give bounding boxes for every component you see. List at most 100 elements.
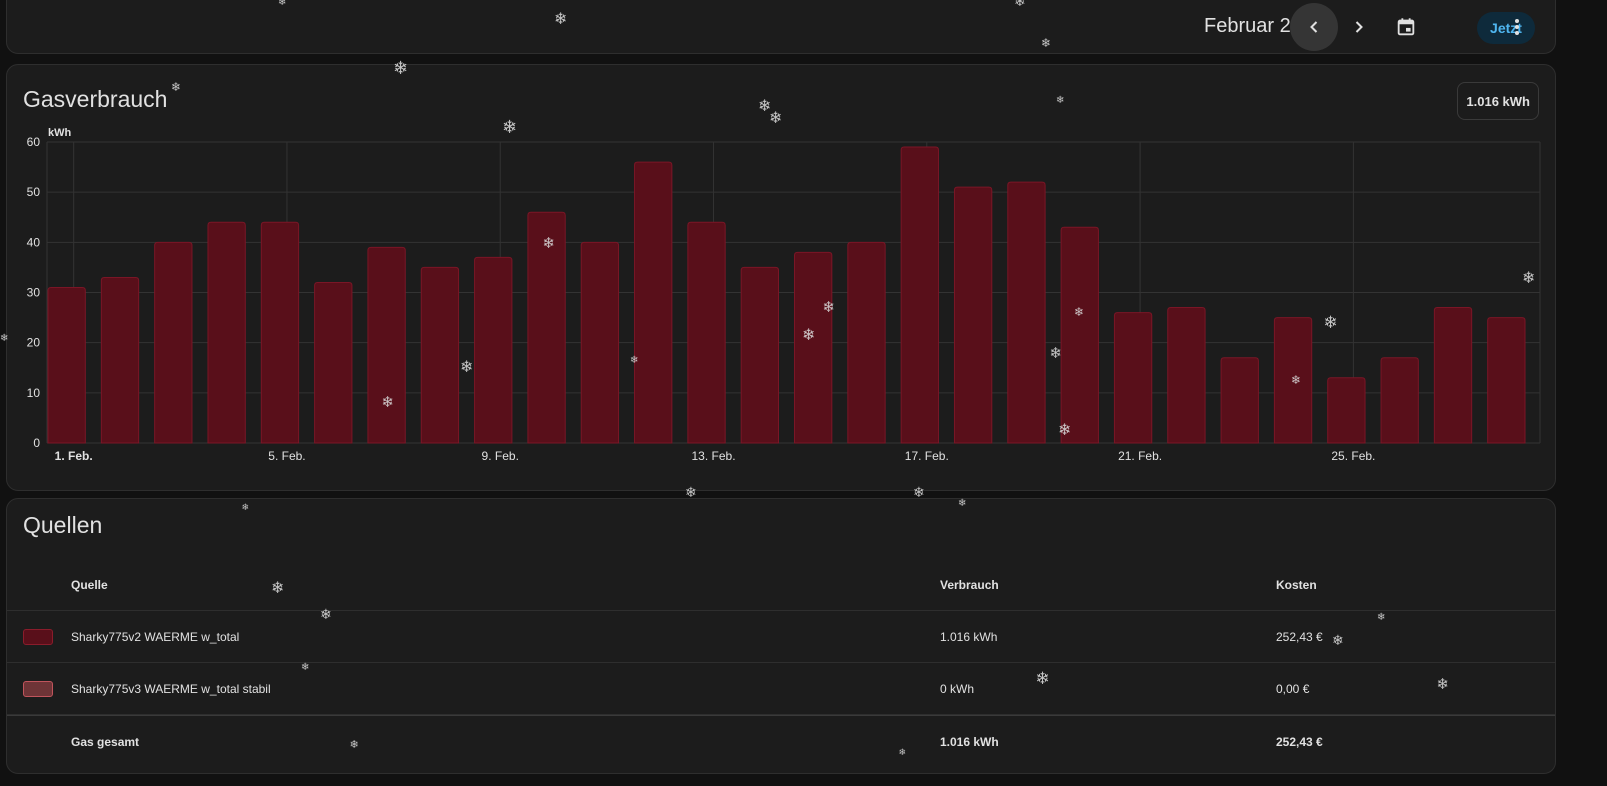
total-name: Gas gesamt <box>71 734 140 749</box>
x-tick-label: 5. Feb. <box>268 449 305 463</box>
bar[interactable] <box>740 266 779 444</box>
bar[interactable] <box>1273 317 1313 444</box>
bar[interactable] <box>100 276 140 444</box>
x-tick-label: 25. Feb. <box>1331 449 1375 463</box>
y-tick-label: 50 <box>27 185 41 199</box>
snowflake-icon: ❄ <box>1436 674 1450 693</box>
bar[interactable] <box>1327 377 1366 444</box>
y-tick-label: 0 <box>33 436 40 450</box>
source-cost: 252,43 € <box>1276 629 1323 644</box>
sources-table: Quelle Verbrauch Kosten Sharky775v2 WAER… <box>7 559 1555 767</box>
gas-usage-chart: kWh 0 10 20 30 40 50 60 1. Feb. 5. Feb. 9. Feb. 13.… <box>27 127 1541 463</box>
next-period-button[interactable] <box>1335 3 1383 51</box>
snowflake-icon: ❄ <box>1377 612 1386 623</box>
sources-title: Quellen <box>23 512 103 538</box>
snowflake-icon: ❄ <box>554 9 568 28</box>
x-tick-label: 17. Feb. <box>905 449 949 463</box>
table-row: Sharky775v3 WAERME w_total stabil 0 kWh … <box>7 663 1555 715</box>
bar[interactable] <box>1433 307 1473 444</box>
bar[interactable] <box>1007 181 1046 444</box>
bar[interactable] <box>900 146 939 444</box>
chart-title: Gasverbrauch <box>23 86 168 112</box>
bar[interactable] <box>260 221 300 444</box>
snowflake-icon: ❄ <box>1323 312 1338 333</box>
calendar-button[interactable] <box>1382 3 1430 51</box>
column-header-usage: Verbrauch <box>940 577 999 592</box>
x-tick-label: 21. Feb. <box>1118 449 1162 463</box>
snowflake-icon: ❄ <box>1522 268 1536 287</box>
bar[interactable] <box>1167 307 1206 444</box>
bar[interactable] <box>367 246 406 444</box>
snowflake-icon: ❄ <box>898 747 907 758</box>
snowflake-icon: ❄ <box>958 498 967 509</box>
bar[interactable] <box>527 211 566 444</box>
x-tick-label: 13. Feb. <box>692 449 736 463</box>
snowflake-icon: ❄ <box>381 392 395 411</box>
snowflake-icon: ❄ <box>278 0 287 8</box>
more-vertical-icon <box>1515 19 1519 35</box>
snowflake-icon: ❄ <box>542 233 556 252</box>
bar[interactable] <box>687 221 726 444</box>
snowflake-icon: ❄ <box>320 607 332 623</box>
x-tick-label: 1. Feb. <box>55 449 93 463</box>
y-tick-label: 40 <box>27 235 41 249</box>
y-tick-label: 20 <box>27 336 41 350</box>
bar[interactable] <box>47 286 86 444</box>
chevron-left-icon <box>1310 21 1318 33</box>
bar[interactable] <box>794 251 833 444</box>
source-name: Sharky775v2 WAERME w_total <box>71 629 240 644</box>
snowflake-icon: ❄ <box>393 58 409 79</box>
bar[interactable] <box>847 241 886 444</box>
bar[interactable] <box>1060 226 1099 444</box>
y-tick-label: 10 <box>27 386 41 400</box>
bar[interactable] <box>1487 317 1526 444</box>
snowflake-icon: ❄ <box>769 108 783 127</box>
bar[interactable] <box>580 241 620 444</box>
snowflake-icon: ❄ <box>1041 36 1052 50</box>
bar[interactable] <box>474 256 513 444</box>
gas-usage-card: Gasverbrauch 1.016 kWh kWh 0 10 20 30 40 50 60 1… <box>6 64 1556 491</box>
snowflake-icon: ❄ <box>685 485 697 501</box>
snowflake-icon: ❄ <box>502 117 518 138</box>
snowflake-icon: ❄ <box>1056 95 1065 106</box>
column-header-source: Quelle <box>71 577 108 592</box>
sources-card: Quellen Quelle Verbrauch Kosten Sharky77… <box>6 498 1556 774</box>
bar[interactable] <box>953 186 993 444</box>
more-menu-button[interactable] <box>1493 3 1541 51</box>
x-tick-label: 9. Feb. <box>482 449 519 463</box>
y-tick-label: 60 <box>27 135 41 149</box>
y-tick-label: 30 <box>27 286 41 300</box>
now-button[interactable]: Jetzt <box>1477 12 1535 44</box>
bar[interactable] <box>1380 357 1419 444</box>
bar[interactable] <box>420 266 460 444</box>
snowflake-icon: ❄ <box>822 297 836 316</box>
snowflake-icon: ❄ <box>913 485 925 501</box>
snowflake-icon: ❄ <box>1058 420 1072 439</box>
snowflake-icon: ❄ <box>1291 373 1302 387</box>
bar[interactable] <box>154 241 193 444</box>
snowflake-icon: ❄ <box>460 357 474 376</box>
snowflake-icon: ❄ <box>0 333 9 344</box>
column-header-cost: Kosten <box>1276 577 1317 592</box>
source-color-swatch <box>23 628 53 645</box>
bar[interactable] <box>207 221 246 444</box>
date-toolbar: Februar 2025 Jetzt <box>6 0 1556 54</box>
bar[interactable] <box>1113 312 1153 444</box>
bar[interactable] <box>1220 357 1259 444</box>
snowflake-icon: ❄ <box>1074 305 1085 319</box>
previous-period-button[interactable] <box>1290 3 1338 51</box>
snowflake-icon: ❄ <box>802 325 816 344</box>
total-usage: 1.016 kWh <box>940 734 999 749</box>
source-usage: 0 kWh <box>940 681 975 696</box>
snowflake-icon: ❄ <box>1332 633 1344 649</box>
total-chip: 1.016 kWh <box>1457 82 1539 120</box>
chevron-right-icon <box>1355 21 1363 33</box>
snowflake-icon: ❄ <box>630 355 639 366</box>
bar[interactable] <box>634 161 673 444</box>
bar[interactable] <box>314 281 353 444</box>
source-cost: 0,00 € <box>1276 681 1310 696</box>
source-color-swatch <box>23 680 53 697</box>
table-footer-row: Gas gesamt 1.016 kWh 252,43 € <box>7 715 1555 767</box>
snowflake-icon: ❄ <box>1014 0 1026 10</box>
table-header: Quelle Verbrauch Kosten <box>7 559 1555 611</box>
